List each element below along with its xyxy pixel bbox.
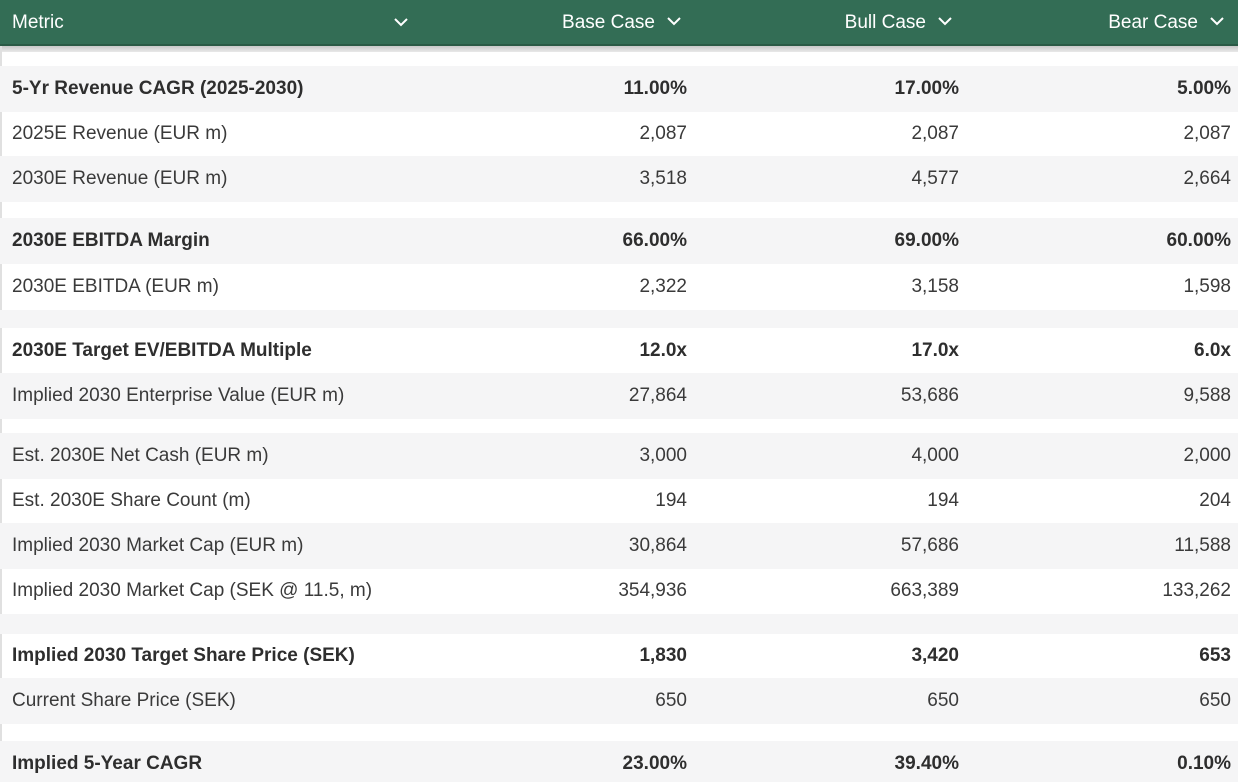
bull-case-cell: 4,000 xyxy=(911,445,959,466)
chevron-down-icon[interactable] xyxy=(936,12,954,30)
column-header-bull-case[interactable]: Bull Case xyxy=(845,0,954,44)
base-case-cell: 194 xyxy=(655,490,687,511)
bear-case-cell: 1,598 xyxy=(1183,276,1231,297)
bear-case-cell: 653 xyxy=(1199,645,1231,666)
header-divider xyxy=(0,46,1238,52)
column-header-label: Bull Case xyxy=(844,12,926,33)
column-header-label: Base Case xyxy=(562,12,655,33)
metric-cell: Implied 2030 Enterprise Value (EUR m) xyxy=(12,385,345,406)
bull-case-cell: 69.00% xyxy=(894,230,959,251)
table-row: Est. 2030E Share Count (m) 194 194 204 xyxy=(0,478,1238,524)
metric-cell: Est. 2030E Net Cash (EUR m) xyxy=(12,445,269,466)
metric-cell: Implied 5-Year CAGR xyxy=(12,753,203,774)
metric-cell: Implied 2030 Market Cap (EUR m) xyxy=(12,535,304,556)
table-row: Implied 5-Year CAGR 23.00% 39.40% 0.10% xyxy=(0,741,1238,782)
bear-case-cell: 650 xyxy=(1199,690,1231,711)
column-header-label: Bear Case xyxy=(1108,12,1198,33)
bull-case-cell: 2,087 xyxy=(911,123,959,144)
table-row: Implied 2030 Enterprise Value (EUR m) 27… xyxy=(0,373,1238,419)
bull-case-cell: 39.40% xyxy=(894,753,959,774)
metric-cell: 5-Yr Revenue CAGR (2025-2030) xyxy=(12,78,304,99)
bear-case-cell: 0.10% xyxy=(1177,753,1231,774)
bear-case-cell: 6.0x xyxy=(1194,340,1231,361)
bull-case-cell: 3,420 xyxy=(911,645,959,666)
bear-case-cell: 11,588 xyxy=(1174,535,1231,556)
table-row: Implied 2030 Market Cap (SEK @ 11.5, m) … xyxy=(0,568,1238,614)
bull-case-cell: 4,577 xyxy=(911,168,959,189)
table-row: 2030E EBITDA (EUR m) 2,322 3,158 1,598 xyxy=(0,264,1238,310)
base-case-cell: 66.00% xyxy=(622,230,687,251)
bear-case-cell: 204 xyxy=(1199,490,1231,511)
table-row: 2030E Revenue (EUR m) 3,518 4,577 2,664 xyxy=(0,156,1238,202)
chevron-down-icon[interactable] xyxy=(392,13,410,31)
bear-case-cell: 9,588 xyxy=(1183,385,1231,406)
metric-cell: 2030E Revenue (EUR m) xyxy=(12,168,228,189)
bull-case-cell: 3,158 xyxy=(911,276,959,297)
base-case-cell: 2,087 xyxy=(639,123,687,144)
column-header-bear-case[interactable]: Bear Case xyxy=(1108,0,1226,44)
bear-case-cell: 60.00% xyxy=(1166,230,1231,251)
metric-cell: Current Share Price (SEK) xyxy=(12,690,236,711)
metric-cell: 2030E EBITDA (EUR m) xyxy=(12,276,219,297)
table-row: Est. 2030E Net Cash (EUR m) 3,000 4,000 … xyxy=(0,433,1238,479)
row-spacer xyxy=(0,310,1238,328)
base-case-cell: 27,864 xyxy=(628,385,687,406)
metric-cell: 2025E Revenue (EUR m) xyxy=(12,123,228,144)
bull-case-cell: 663,389 xyxy=(890,580,959,601)
chevron-down-icon[interactable] xyxy=(1208,12,1226,30)
chevron-down-icon[interactable] xyxy=(665,12,683,30)
base-case-cell: 12.0x xyxy=(639,340,687,361)
base-case-cell: 11.00% xyxy=(623,78,687,99)
table-row: Current Share Price (SEK) 650 650 650 xyxy=(0,678,1238,724)
table-row: 2030E EBITDA Margin 66.00% 69.00% 60.00% xyxy=(0,218,1238,264)
bear-case-cell: 5.00% xyxy=(1177,78,1231,99)
bear-case-cell: 133,262 xyxy=(1162,580,1231,601)
column-header-label: Metric xyxy=(12,12,64,33)
row-spacer xyxy=(0,614,1238,634)
metric-cell: Implied 2030 Market Cap (SEK @ 11.5, m) xyxy=(12,580,373,601)
table-row: Implied 2030 Market Cap (EUR m) 30,864 5… xyxy=(0,523,1238,569)
bull-case-cell: 17.00% xyxy=(894,78,959,99)
base-case-cell: 30,864 xyxy=(628,535,687,556)
metric-cell: 2030E Target EV/EBITDA Multiple xyxy=(12,340,312,361)
bear-case-cell: 2,087 xyxy=(1183,123,1231,144)
bull-case-cell: 53,686 xyxy=(900,385,959,406)
base-case-cell: 354,936 xyxy=(618,580,687,601)
column-header-metric[interactable]: Metric xyxy=(12,0,412,44)
table-header: Metric Base Case Bull Case Bear Case xyxy=(0,0,1238,46)
metric-cell: 2030E EBITDA Margin xyxy=(12,230,210,251)
bull-case-cell: 17.0x xyxy=(911,340,959,361)
metric-cell: Est. 2030E Share Count (m) xyxy=(12,490,251,511)
base-case-cell: 2,322 xyxy=(639,276,687,297)
bull-case-cell: 194 xyxy=(927,490,959,511)
table-row: 2025E Revenue (EUR m) 2,087 2,087 2,087 xyxy=(0,111,1238,157)
base-case-cell: 3,518 xyxy=(639,168,687,189)
table-row: Implied 2030 Target Share Price (SEK) 1,… xyxy=(0,633,1238,679)
bear-case-cell: 2,664 xyxy=(1183,168,1231,189)
base-case-cell: 3,000 xyxy=(639,445,687,466)
table-row: 2030E Target EV/EBITDA Multiple 12.0x 17… xyxy=(0,328,1238,374)
bull-case-cell: 650 xyxy=(927,690,959,711)
base-case-cell: 1,830 xyxy=(639,645,687,666)
table-row: 5-Yr Revenue CAGR (2025-2030) 11.00% 17.… xyxy=(0,66,1238,112)
bear-case-cell: 2,000 xyxy=(1183,445,1231,466)
base-case-cell: 650 xyxy=(655,690,687,711)
bull-case-cell: 57,686 xyxy=(900,535,959,556)
column-header-base-case[interactable]: Base Case xyxy=(562,0,683,44)
metric-cell: Implied 2030 Target Share Price (SEK) xyxy=(12,645,355,666)
base-case-cell: 23.00% xyxy=(622,753,687,774)
